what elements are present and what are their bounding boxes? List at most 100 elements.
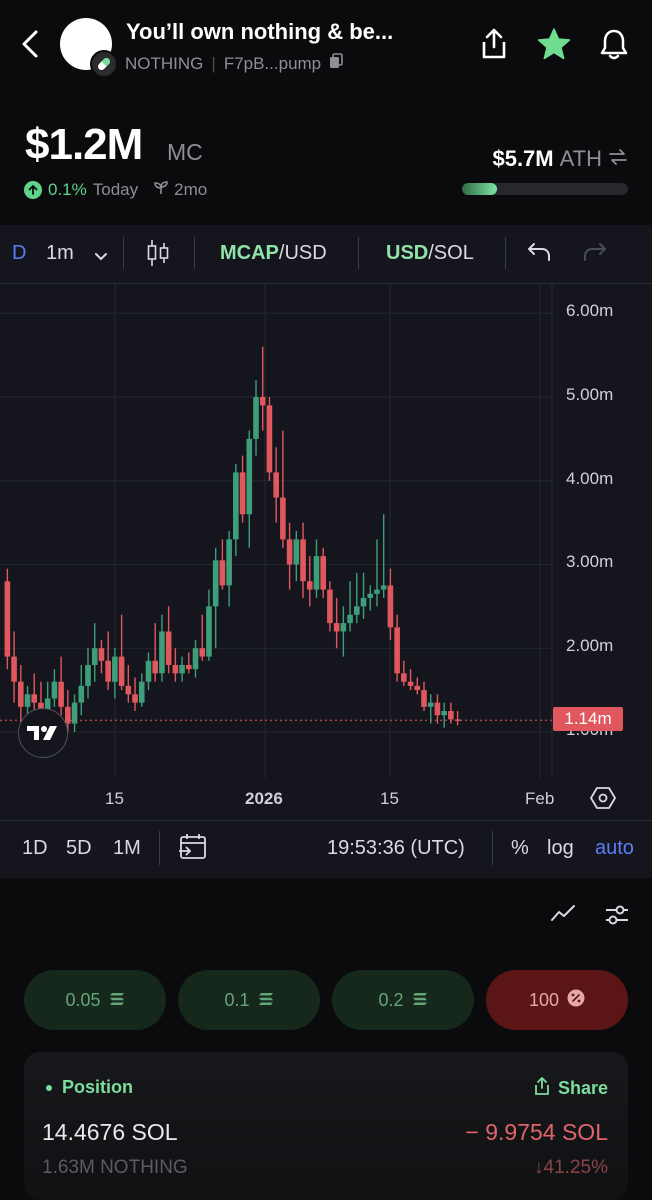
position-card: Position Share 14.4676 SOL − 9.9754 SOL … <box>24 1052 628 1200</box>
token-subtitle: NOTHING | F7pB...pump <box>125 53 343 74</box>
y-tick-label: 6.00m <box>566 301 614 321</box>
y-tick-label: 2.00m <box>566 636 614 656</box>
chart-bottom-bar: 1D 5D 1M 19:53:36 (UTC) % log auto <box>0 820 652 878</box>
candle-body <box>441 711 447 716</box>
range-1d[interactable]: 1D <box>22 837 48 859</box>
candle-body <box>266 405 273 473</box>
candle-body <box>105 660 111 682</box>
percent-toggle[interactable]: % <box>511 837 529 859</box>
contract-address[interactable]: F7pB...pump <box>223 53 322 73</box>
candle-body <box>18 681 24 707</box>
utc-clock[interactable]: 19:53:36 (UTC) <box>327 837 465 859</box>
arrow-up-icon <box>24 181 42 199</box>
undo-icon[interactable] <box>526 241 552 269</box>
usd-suffix: /SOL <box>428 242 474 264</box>
price-chart[interactable] <box>0 283 652 778</box>
candle-body <box>239 472 246 515</box>
token-name: You’ll own nothing & be... <box>126 19 394 44</box>
copy-icon[interactable] <box>329 53 343 74</box>
candle-body <box>132 694 138 703</box>
usd-sol-toggle[interactable]: USD/SOL <box>386 242 474 265</box>
top-header: You’ll own nothing & be... NOTHING | F7p… <box>0 0 652 96</box>
ath-display[interactable]: $5.7M ATH <box>492 146 628 172</box>
candle-body <box>367 593 374 598</box>
candle-body <box>206 606 212 657</box>
candle-body <box>320 556 326 590</box>
candle-body <box>159 631 165 674</box>
sliders-icon[interactable] <box>604 902 630 933</box>
candle-body <box>145 660 152 682</box>
tradingview-logo-icon[interactable] <box>18 708 68 758</box>
range-5d[interactable]: 5D <box>66 837 92 859</box>
share-position-button[interactable]: Share <box>534 1077 608 1100</box>
candle-body <box>434 702 441 716</box>
mcap-label: MCAP <box>220 242 279 264</box>
chevron-down-icon[interactable] <box>94 245 108 268</box>
ticker: NOTHING <box>125 53 204 73</box>
buy-amount-button[interactable]: 0.05 <box>24 970 166 1030</box>
candle-body <box>165 631 172 665</box>
sell-percent-button[interactable]: 100 <box>486 970 628 1030</box>
position-header: Position <box>46 1077 133 1098</box>
back-arrow-icon[interactable] <box>16 26 46 62</box>
separator: | <box>211 53 216 73</box>
redo-icon[interactable] <box>582 241 608 269</box>
x-tick-label: 2026 <box>245 789 283 808</box>
star-icon[interactable] <box>534 24 574 64</box>
candle-body <box>199 648 206 657</box>
candle-body <box>340 623 347 632</box>
auto-toggle[interactable]: auto <box>595 837 634 859</box>
toolbar-divider <box>123 237 124 269</box>
candle-body <box>71 702 78 724</box>
candle-body <box>448 711 454 720</box>
change-period: Today <box>92 180 139 199</box>
change-percent: 0.1% <box>48 180 87 199</box>
candle-body <box>293 539 300 565</box>
pill-icon <box>90 50 118 78</box>
range-1m[interactable]: 1M <box>113 837 141 859</box>
buy-amount-button[interactable]: 0.1 <box>178 970 320 1030</box>
candle-body <box>313 556 320 590</box>
candle-body <box>24 694 31 707</box>
line-chart-icon[interactable] <box>550 902 576 929</box>
candle-body <box>112 656 118 682</box>
candle-body <box>421 690 427 707</box>
calendar-goto-icon[interactable] <box>178 832 208 868</box>
candle-body <box>427 702 434 707</box>
amount-label: 0.05 <box>65 989 101 1010</box>
candle-body <box>246 438 253 515</box>
y-tick-label: 4.00m <box>566 468 614 488</box>
percent-icon <box>567 989 585 1012</box>
candle-body <box>219 560 226 586</box>
candle-body <box>273 472 279 498</box>
candlestick-icon[interactable] <box>146 238 170 274</box>
market-cap-label: MC <box>167 139 203 165</box>
mcap-usd-toggle[interactable]: MCAP/USD <box>220 242 327 265</box>
token-age: 2mo <box>174 180 208 199</box>
mcap-suffix: /USD <box>278 242 327 264</box>
candle-body <box>179 664 185 674</box>
candle-body <box>212 560 219 607</box>
candle-body <box>259 397 266 406</box>
candle-body <box>11 656 17 682</box>
candle-body <box>138 681 145 703</box>
solana-icon <box>412 990 428 1011</box>
bell-icon[interactable] <box>594 24 634 64</box>
buy-amount-button[interactable]: 0.2 <box>332 970 474 1030</box>
position-token-amount: 1.63M NOTHING <box>42 1157 188 1178</box>
chart-svg <box>0 284 553 778</box>
swap-icon[interactable] <box>608 146 628 172</box>
log-toggle[interactable]: log <box>547 837 574 859</box>
price-change: 0.1% Today 2mo <box>24 180 207 200</box>
chart-settings-icon[interactable] <box>590 785 616 816</box>
ath-progress-bar <box>462 183 628 195</box>
toolbar-d[interactable]: D <box>12 242 27 264</box>
candle-body <box>85 664 91 686</box>
position-title: Position <box>62 1077 133 1097</box>
candle-body <box>380 585 387 590</box>
interval-selector[interactable]: 1m <box>46 242 74 264</box>
amount-label: 0.2 <box>378 989 404 1010</box>
candle-body <box>401 673 407 682</box>
share-icon[interactable] <box>474 24 514 64</box>
candle-body <box>306 581 313 590</box>
